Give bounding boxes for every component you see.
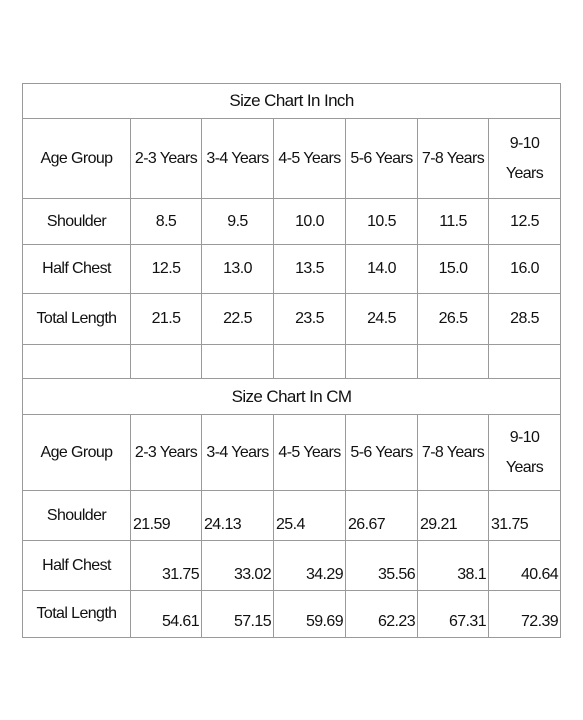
header-cell: 3-4 Years [201, 414, 274, 491]
data-row: Total Length 21.5 22.5 23.5 24.5 26.5 28.5 [22, 293, 562, 345]
size-value: 24.5 [345, 293, 418, 345]
data-row: Shoulder 21.59 24.13 25.4 26.67 29.21 31.75 [22, 490, 562, 541]
header-cell: 5-6 Years [345, 118, 418, 199]
empty-cell [487, 344, 562, 379]
size-value: 57.15 [201, 590, 274, 638]
header-cell: 4-5 Years [273, 118, 346, 199]
data-row: Total Length 54.61 57.15 59.69 62.23 67.31 72.… [22, 590, 562, 638]
header-cell: 7-8 Years [417, 414, 489, 491]
size-value: 15.0 [417, 244, 489, 294]
empty-cell [130, 344, 202, 379]
empty-cell [273, 344, 346, 379]
size-value: 35.56 [345, 540, 418, 591]
table-title: Size Chart In Inch [21, 83, 562, 119]
header-cell: 3-4 Years [201, 118, 274, 199]
data-row: Shoulder 8.5 9.5 10.0 10.5 11.5 12.5 [22, 198, 562, 245]
header-row: Age Group 2-3 Years 3-4 Years 4-5 Years 5-6 … [22, 414, 562, 491]
row-label: Shoulder [22, 198, 131, 245]
size-chart: Size Chart In Inch Age Group 2-3 Years 3-4 … [21, 83, 562, 638]
size-value: 13.5 [273, 244, 346, 294]
size-value: 40.64 [487, 540, 562, 591]
header-cell: Age Group [22, 118, 131, 199]
empty-cell [201, 344, 274, 379]
header-cell: 2-3 Years [130, 414, 202, 491]
size-value: 26.67 [345, 490, 418, 541]
size-value: 12.5 [130, 244, 202, 294]
size-value: 38.1 [417, 540, 489, 591]
header-cell: 2-3 Years [130, 118, 202, 199]
size-value: 8.5 [130, 198, 202, 245]
row-label: Total Length [22, 590, 131, 638]
blank-row [22, 344, 562, 379]
size-value: 10.5 [345, 198, 418, 245]
size-value: 9.5 [201, 198, 274, 245]
header-cell: Age Group [22, 414, 131, 491]
size-value: 23.5 [273, 293, 346, 345]
size-value: 28.5 [487, 293, 562, 345]
empty-cell [22, 344, 131, 379]
size-value: 31.75 [130, 540, 202, 591]
size-value: 11.5 [417, 198, 489, 245]
size-value: 72.39 [487, 590, 562, 638]
header-row: Age Group 2-3 Years 3-4 Years 4-5 Years 5-6 … [22, 118, 562, 199]
title-row: Size Chart In CM [21, 378, 562, 415]
size-value: 25.4 [273, 490, 346, 541]
header-cell: 5-6 Years [345, 414, 418, 491]
table-title: Size Chart In CM [21, 378, 562, 415]
header-cell: 7-8 Years [417, 118, 489, 199]
size-value: 12.5 [487, 198, 562, 245]
header-cell: 4-5 Years [273, 414, 346, 491]
header-cell: 9-10 Years [487, 118, 562, 199]
size-value: 62.23 [345, 590, 418, 638]
size-value: 67.31 [417, 590, 489, 638]
empty-cell [417, 344, 489, 379]
data-row: Half Chest 31.75 33.02 34.29 35.56 38.1 40.64 [22, 540, 562, 591]
empty-cell [345, 344, 418, 379]
row-label: Half Chest [22, 244, 131, 294]
data-row: Half Chest 12.5 13.0 13.5 14.0 15.0 16.0 [22, 244, 562, 294]
size-value: 31.75 [487, 490, 562, 541]
size-value: 29.21 [417, 490, 489, 541]
header-cell: 9-10 Years [487, 414, 562, 491]
size-value: 59.69 [273, 590, 346, 638]
size-value: 54.61 [130, 590, 202, 638]
size-value: 21.5 [130, 293, 202, 345]
size-value: 14.0 [345, 244, 418, 294]
row-label: Total Length [22, 293, 131, 345]
size-value: 16.0 [487, 244, 562, 294]
size-value: 21.59 [130, 490, 202, 541]
size-chart-body: Size Chart In Inch Age Group 2-3 Years 3-4 … [21, 83, 562, 638]
title-row: Size Chart In Inch [21, 83, 562, 119]
size-value: 22.5 [201, 293, 274, 345]
size-value: 34.29 [273, 540, 346, 591]
size-value: 10.0 [273, 198, 346, 245]
row-label: Half Chest [22, 540, 131, 591]
size-value: 26.5 [417, 293, 489, 345]
size-value: 13.0 [201, 244, 274, 294]
size-value: 24.13 [201, 490, 274, 541]
row-label: Shoulder [22, 490, 131, 541]
size-value: 33.02 [201, 540, 274, 591]
